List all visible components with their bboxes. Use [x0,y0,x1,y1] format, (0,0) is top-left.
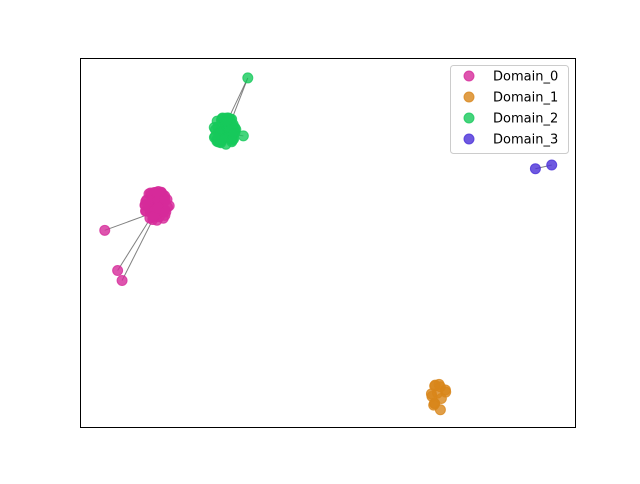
legend-marker-domain-2 [463,112,475,124]
point-domain-3-outlier-0 [529,163,541,175]
legend-frame [450,65,569,154]
edge-domain-0-0 [104,213,150,231]
point-domain-0-60 [139,199,151,211]
point-domain-0-outlier-2 [116,275,128,287]
legend-label-domain-2: Domain_2 [493,112,558,127]
edge-domain-0-2 [121,216,155,281]
edge-domain-0-1 [117,218,151,271]
legend-label-domain-3: Domain_3 [493,133,558,148]
point-domain-3-outlier-1 [546,159,558,171]
point-domain-1-9 [425,388,437,400]
point-domain-2-outlier-1 [237,130,249,142]
point-domain-2-69 [226,134,238,146]
legend: Domain_0 Domain_1 Domain_2 Domain_3 [450,65,569,154]
point-domain-1-11 [434,381,446,393]
point-domain-2-65 [221,115,233,127]
legend-label-domain-0: Domain_0 [493,70,558,85]
point-domain-2-68 [209,131,221,143]
point-domain-0-66 [161,193,173,205]
legend-label-domain-1: Domain_1 [493,91,558,106]
point-domain-0-64 [150,186,162,198]
point-domain-2-outlier-0 [242,72,254,84]
point-domain-0-67 [144,212,156,224]
point-domain-0-outlier-0 [99,224,111,236]
points-layer [99,72,558,416]
point-domain-1-13 [429,398,441,410]
point-domain-0-69 [160,206,172,218]
legend-marker-domain-0 [463,70,475,82]
legend-marker-domain-3 [463,133,475,145]
legend-marker-domain-1 [463,91,475,103]
point-domain-0-outlier-1 [112,265,124,277]
